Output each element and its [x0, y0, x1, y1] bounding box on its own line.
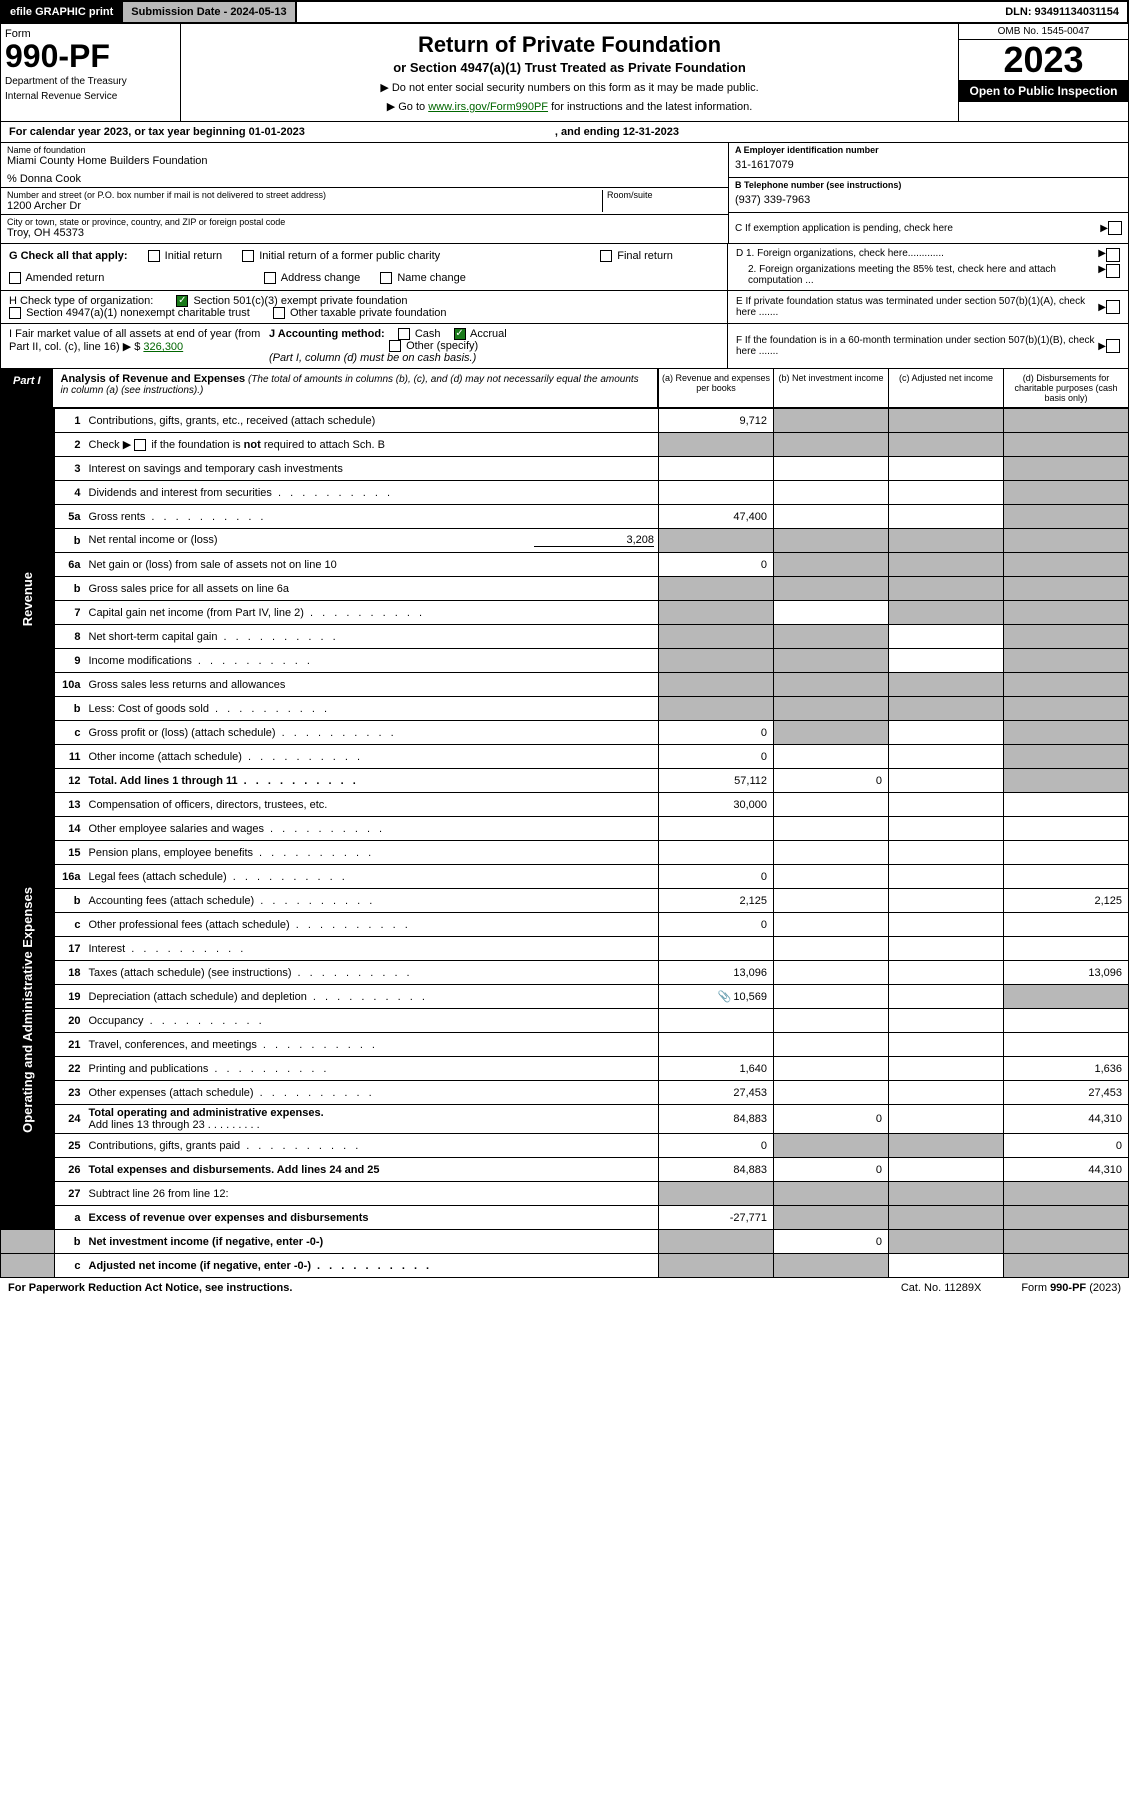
- footer-left: For Paperwork Reduction Act Notice, see …: [8, 1282, 292, 1294]
- phone-label: B Telephone number (see instructions): [735, 180, 1122, 190]
- d1-checkbox[interactable]: [1106, 248, 1120, 262]
- addr-label: Number and street (or P.O. box number if…: [7, 190, 602, 200]
- foundation-name: Miami County Home Builders Foundation: [7, 155, 722, 167]
- c-label: C If exemption application is pending, c…: [735, 223, 1100, 234]
- ij-row: I Fair market value of all assets at end…: [0, 324, 1129, 369]
- form-header: Form 990-PF Department of the Treasury I…: [0, 24, 1129, 122]
- 4947-checkbox[interactable]: [9, 307, 21, 319]
- form-number: 990-PF: [5, 40, 176, 72]
- ein-label: A Employer identification number: [735, 145, 1122, 155]
- schb-checkbox[interactable]: [134, 439, 146, 451]
- submission-date: Submission Date - 2024-05-13: [121, 2, 296, 22]
- g-row: G Check all that apply: Initial return I…: [0, 244, 1129, 291]
- ein: 31-1617079: [735, 155, 1122, 175]
- footer: For Paperwork Reduction Act Notice, see …: [0, 1278, 1129, 1298]
- note2b: for instructions and the latest informat…: [548, 101, 752, 113]
- h-row: H Check type of organization: Section 50…: [0, 291, 1129, 324]
- cal-begin: For calendar year 2023, or tax year begi…: [9, 126, 305, 138]
- cash-checkbox[interactable]: [398, 328, 410, 340]
- d1-label: D 1. Foreign organizations, check here..…: [736, 248, 1098, 262]
- tax-year: 2023: [959, 40, 1128, 80]
- irs-link[interactable]: www.irs.gov/Form990PF: [428, 101, 548, 113]
- info-block: Name of foundationMiami County Home Buil…: [0, 143, 1129, 244]
- i-value[interactable]: 326,300: [143, 341, 183, 353]
- name-change-checkbox[interactable]: [380, 272, 392, 284]
- cal-end: , and ending 12-31-2023: [555, 126, 679, 138]
- phone: (937) 339-7963: [735, 190, 1122, 210]
- e-checkbox[interactable]: [1106, 300, 1120, 314]
- main-table: Revenue 1Contributions, gifts, grants, e…: [0, 408, 1129, 1278]
- address-change-checkbox[interactable]: [264, 272, 276, 284]
- col-b: (b) Net investment income: [773, 369, 888, 407]
- city: Troy, OH 45373: [7, 227, 722, 239]
- other-taxable-checkbox[interactable]: [273, 307, 285, 319]
- col-c: (c) Adjusted net income: [888, 369, 1003, 407]
- initial-public-checkbox[interactable]: [242, 250, 254, 262]
- open-inspection: Open to Public Inspection: [959, 80, 1128, 102]
- part1-title: Analysis of Revenue and Expenses: [61, 373, 246, 385]
- attachment-icon[interactable]: 📎: [718, 991, 732, 1003]
- j-note: (Part I, column (d) must be on cash basi…: [269, 352, 476, 364]
- i-label: I Fair market value of all assets at end…: [9, 328, 260, 353]
- note1: ▶ Do not enter social security numbers o…: [189, 81, 950, 94]
- c-checkbox[interactable]: [1108, 221, 1122, 235]
- dln: DLN: 93491134031154: [997, 2, 1127, 22]
- j-label: J Accounting method:: [269, 328, 385, 340]
- part1-label: Part I: [1, 369, 53, 407]
- room-label: Room/suite: [607, 190, 722, 200]
- cat-no: Cat. No. 11289X: [901, 1282, 982, 1294]
- e-label: E If private foundation status was termi…: [736, 296, 1098, 318]
- g-label: G Check all that apply:: [9, 250, 128, 262]
- part1-header: Part I Analysis of Revenue and Expenses …: [0, 369, 1129, 408]
- amended-checkbox[interactable]: [9, 272, 21, 284]
- care-of: % Donna Cook: [7, 173, 722, 185]
- f-checkbox[interactable]: [1106, 339, 1120, 353]
- omb: OMB No. 1545-0047: [959, 24, 1128, 40]
- d2-label: 2. Foreign organizations meeting the 85%…: [736, 264, 1098, 286]
- col-a: (a) Revenue and expenses per books: [658, 369, 773, 407]
- f-label: F If the foundation is in a 60-month ter…: [736, 335, 1098, 357]
- revenue-label: Revenue: [20, 572, 35, 626]
- top-bar: efile GRAPHIC print Submission Date - 20…: [0, 0, 1129, 24]
- other-method-checkbox[interactable]: [389, 340, 401, 352]
- city-label: City or town, state or province, country…: [7, 217, 722, 227]
- note2a: ▶ Go to: [387, 101, 428, 113]
- dept: Department of the Treasury: [5, 76, 176, 87]
- initial-return-checkbox[interactable]: [148, 250, 160, 262]
- irs: Internal Revenue Service: [5, 91, 176, 102]
- col-d: (d) Disbursements for charitable purpose…: [1003, 369, 1128, 407]
- final-return-checkbox[interactable]: [600, 250, 612, 262]
- address: 1200 Archer Dr: [7, 200, 602, 212]
- form-subtitle: or Section 4947(a)(1) Trust Treated as P…: [189, 60, 950, 75]
- 501c3-checkbox[interactable]: [176, 295, 188, 307]
- d2-checkbox[interactable]: [1106, 264, 1120, 278]
- name-label: Name of foundation: [7, 145, 722, 155]
- calendar-year-row: For calendar year 2023, or tax year begi…: [0, 122, 1129, 143]
- efile-label[interactable]: efile GRAPHIC print: [2, 2, 121, 22]
- form-title: Return of Private Foundation: [189, 32, 950, 58]
- expenses-label: Operating and Administrative Expenses: [20, 887, 35, 1133]
- accrual-checkbox[interactable]: [454, 328, 466, 340]
- h-label: H Check type of organization:: [9, 295, 153, 307]
